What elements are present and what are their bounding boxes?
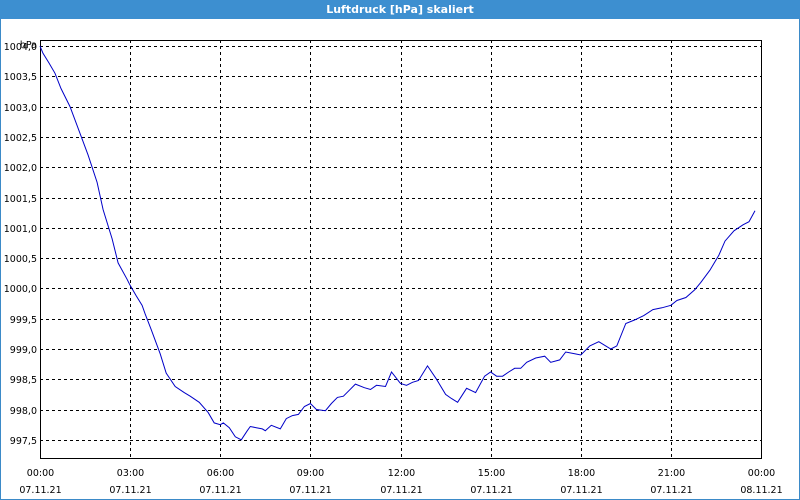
y-tick-label: 1002,5 [4, 133, 37, 144]
x-tick-date: 08.11.21 [740, 485, 782, 496]
y-tick-label: 999,0 [10, 345, 37, 356]
x-tick-time: 00:00 [748, 468, 775, 479]
x-tick-date: 07.11.21 [199, 485, 241, 496]
x-tick-date: 07.11.21 [289, 485, 331, 496]
x-tick-date: 07.11.21 [470, 485, 512, 496]
x-tick-date: 07.11.21 [19, 485, 61, 496]
x-tick-date: 07.11.21 [560, 485, 602, 496]
x-tick-time: 09:00 [297, 468, 324, 479]
y-axis-label: hPa [20, 40, 37, 51]
grid [40, 40, 761, 458]
x-tick-time: 00:00 [27, 468, 54, 479]
y-tick-label: 1001,5 [4, 194, 37, 205]
y-tick-label: 998,5 [10, 375, 37, 386]
y-tick-label: 1002,0 [4, 163, 37, 174]
chart-title: Luftdruck [hPa] skaliert [0, 0, 800, 19]
x-tick-time: 03:00 [117, 468, 144, 479]
y-axis: 1004,0 1003,5 1003,0 1002,5 1002,0 1001,5 1001… [4, 42, 37, 447]
x-axis: 00:00 07.11.21 03:00 07.11.21 06:00 07.11.21 0… [19, 468, 782, 496]
x-tick-date: 07.11.21 [109, 485, 151, 496]
x-tick-time: 15:00 [478, 468, 505, 479]
y-tick-label: 999,5 [10, 315, 37, 326]
plot-area [40, 40, 762, 459]
y-tick-label: 1000,0 [4, 284, 37, 295]
x-tick-time: 06:00 [207, 468, 234, 479]
y-tick-label: 997,5 [10, 436, 37, 447]
y-tick-label: 1004,0 [4, 42, 37, 53]
x-tick-date: 07.11.21 [650, 485, 692, 496]
y-tick-label: 998,0 [10, 406, 37, 417]
x-tick-time: 12:00 [388, 468, 415, 479]
x-tick-time: 21:00 [658, 468, 685, 479]
x-tick-time: 18:00 [568, 468, 595, 479]
x-tick-date: 07.11.21 [380, 485, 422, 496]
pressure-series-line [39, 45, 756, 441]
y-tick-label: 1000,5 [4, 254, 37, 265]
y-tick-label: 1001,0 [4, 224, 37, 235]
y-tick-label: 1003,5 [4, 72, 37, 83]
y-tick-label: 1003,0 [4, 103, 37, 114]
